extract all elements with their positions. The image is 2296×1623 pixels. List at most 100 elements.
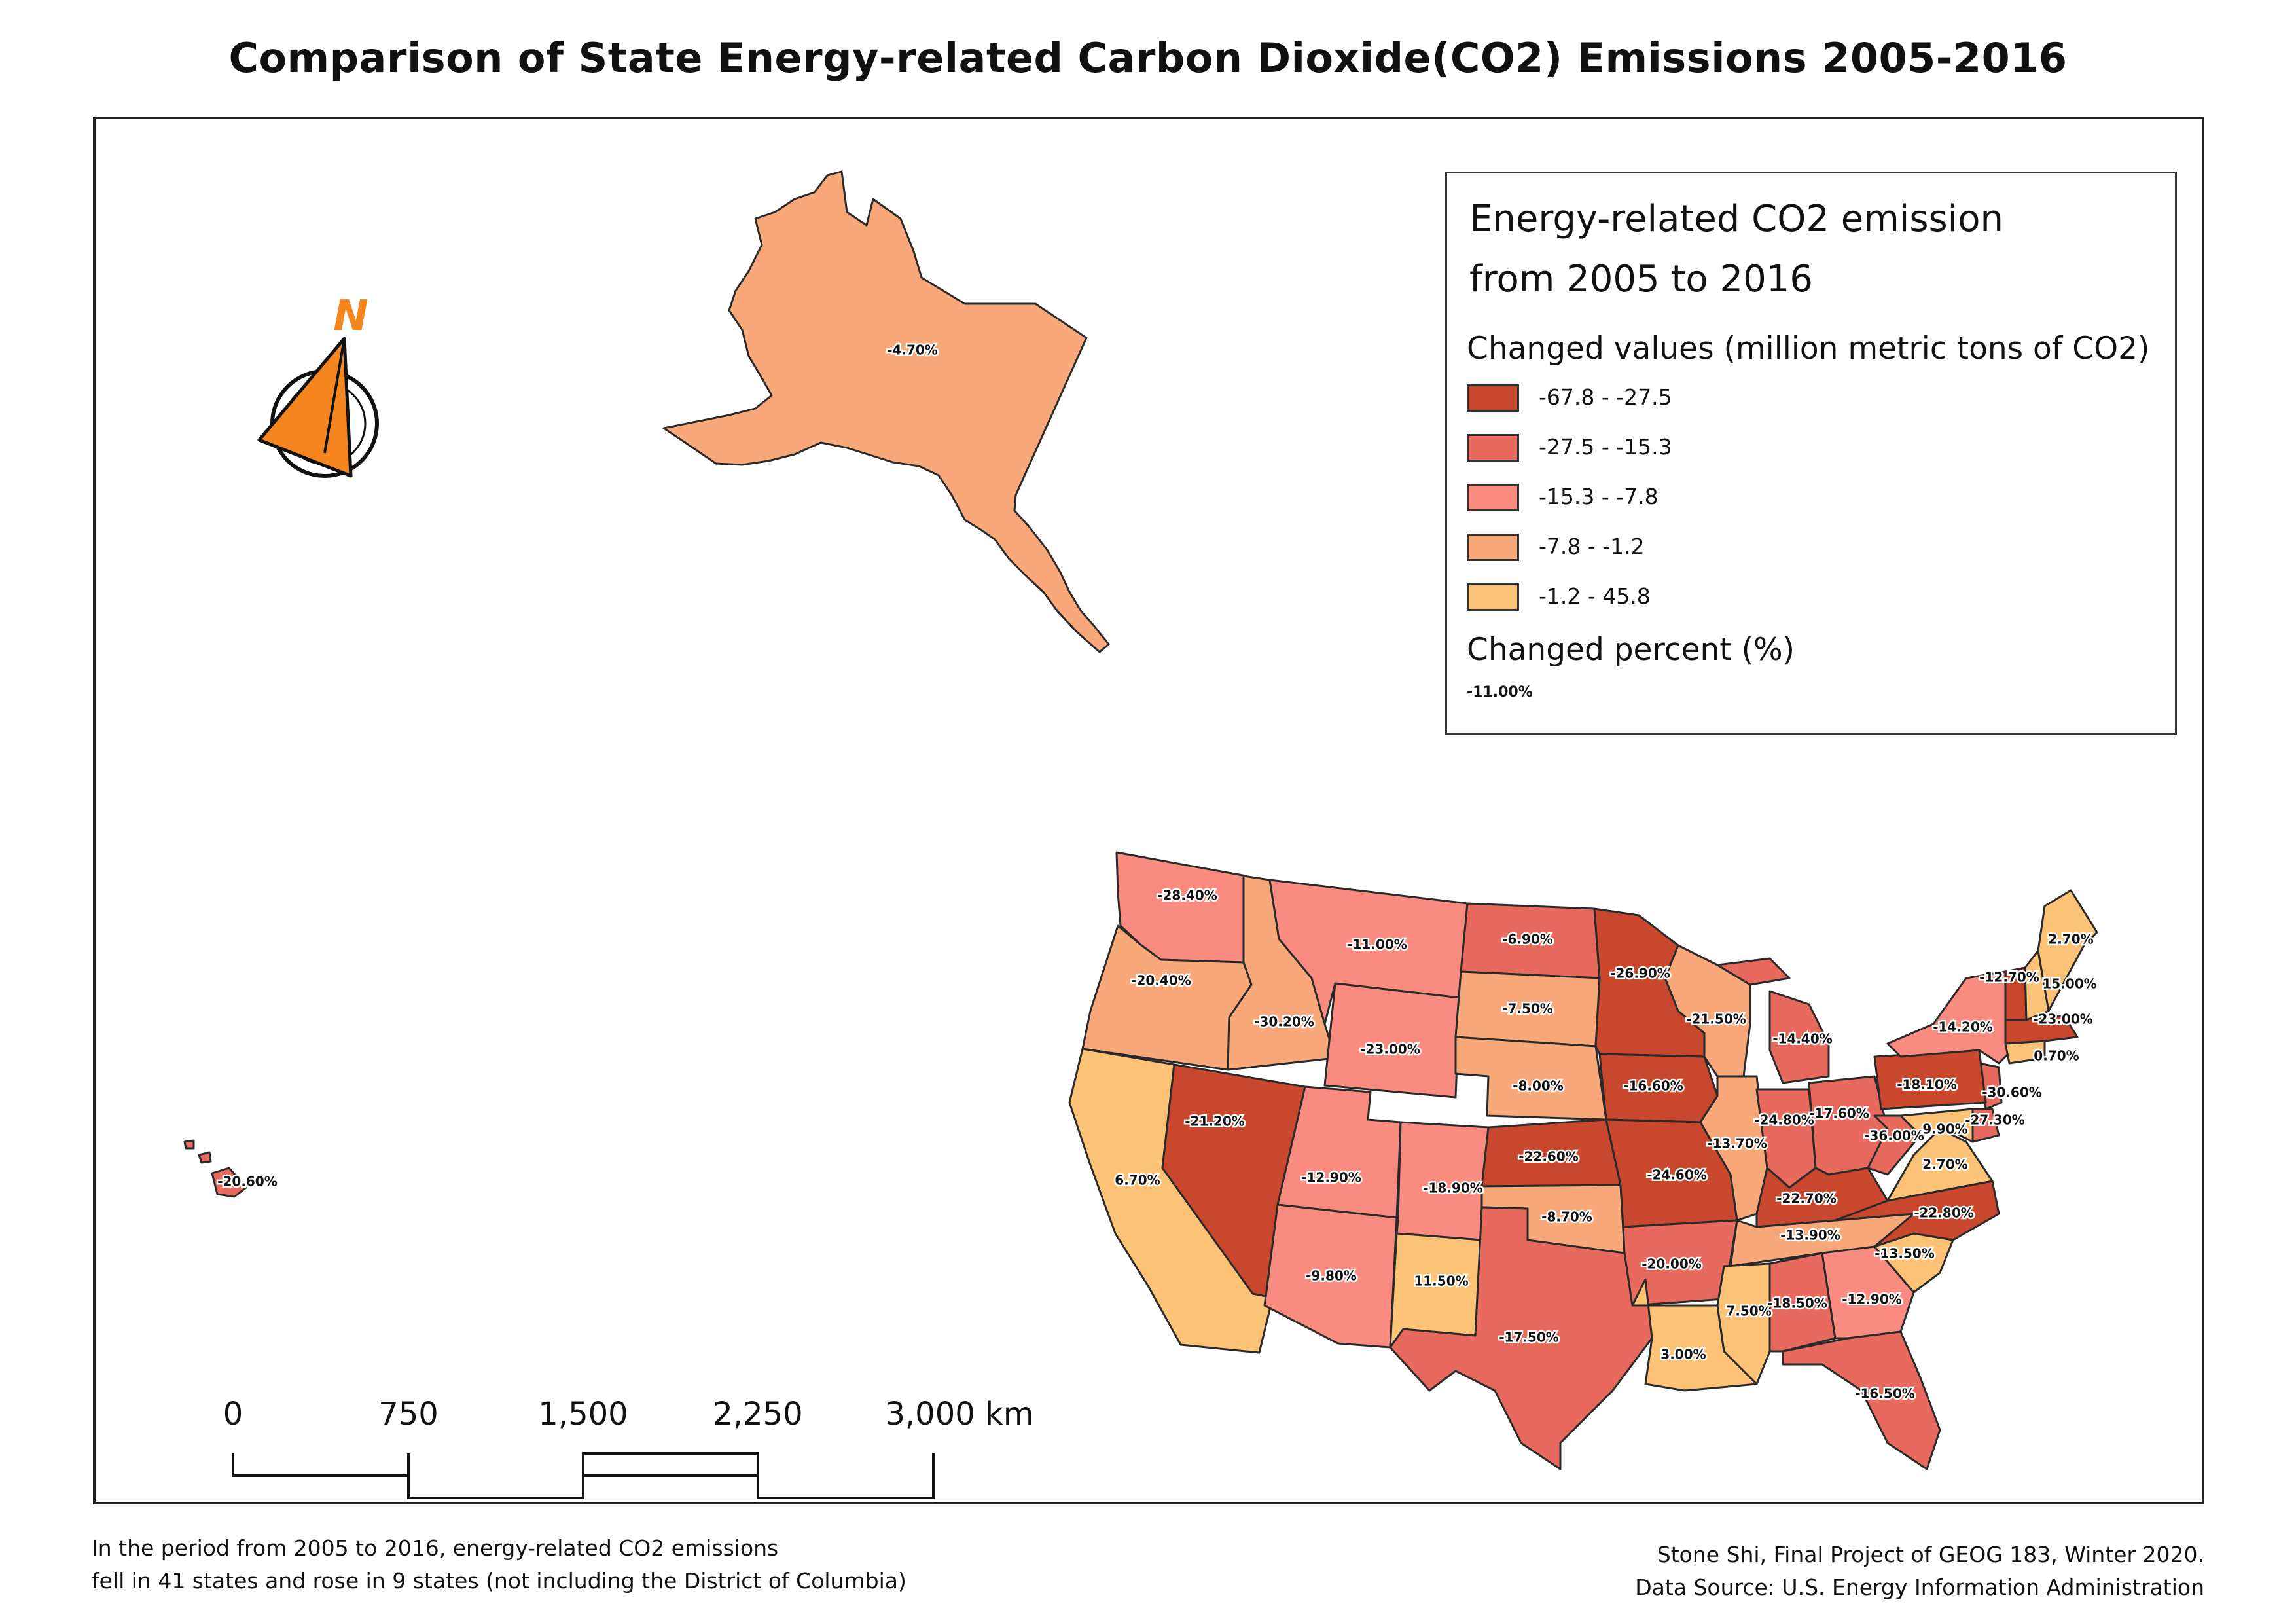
percent-label-oklahoma: -8.70% [1541, 1209, 1592, 1225]
percent-label-south-carolina: -13.50% [1874, 1246, 1935, 1262]
legend-item-label: -7.8 - -1.2 [1539, 534, 1645, 559]
credits: Stone Shi, Final Project of GEOG 183, Wi… [1635, 1539, 2204, 1604]
percent-label-colorado: -18.90% [1423, 1180, 1483, 1196]
scale-bar: 0 750 1,500 2,250 3,000 km [223, 1396, 1034, 1502]
percent-label-california: 6.70% [1115, 1173, 1160, 1188]
footer-note-line2: fell in 41 states and rose in 9 states (… [92, 1568, 906, 1594]
legend-item: -27.5 - -15.3 [1467, 431, 2161, 465]
state-arizona [1263, 1203, 1398, 1349]
legend-percent-title: Changed percent (%) [1467, 632, 1795, 668]
state-texas [1389, 1206, 1653, 1470]
percent-label-alaska: -4.70% [887, 342, 938, 358]
percent-label-arizona: -9.80% [1306, 1268, 1357, 1284]
percent-label-new-mexico: 11.50% [1414, 1273, 1468, 1289]
legend-item: -67.8 - -27.5 [1467, 382, 2161, 416]
percent-label-louisiana: 3.00% [1660, 1347, 1706, 1362]
percent-label-nebraska: -8.00% [1513, 1078, 1564, 1094]
percent-label-connecticut: 0.70% [2034, 1048, 2079, 1064]
legend-item: -1.2 - 45.8 [1467, 581, 2161, 615]
percent-label-texas: -17.50% [1499, 1330, 1559, 1345]
percent-label-illinois: -13.70% [1707, 1136, 1767, 1152]
percent-label-delaware: -27.30% [1965, 1112, 2025, 1128]
state-massachusetts [2004, 1015, 2079, 1045]
state-maryland [1899, 1108, 1974, 1143]
state-maine [2037, 889, 2098, 1012]
percent-label-hawaii: -20.60% [217, 1174, 278, 1190]
percent-label-pennsylvania: -18.10% [1897, 1077, 1957, 1093]
percent-label-minnesota: -26.90% [1610, 966, 1670, 981]
legend-item-label: -67.8 - -27.5 [1539, 384, 1672, 410]
credits-author: Stone Shi, Final Project of GEOG 183, Wi… [1657, 1542, 2204, 1567]
legend-swatch [1467, 434, 1519, 462]
footer-note: In the period from 2005 to 2016, energy-… [92, 1532, 906, 1597]
legend: Energy-related CO2 emission from 2005 to… [1445, 172, 2177, 735]
percent-label-south-dakota: -7.50% [1502, 1001, 1553, 1017]
scale-label: 3,000 km [885, 1396, 1034, 1432]
percent-label-north-carolina: -22.80% [1914, 1205, 1974, 1221]
legend-swatch [1467, 484, 1519, 511]
percent-label-west-virginia: -36.00% [1864, 1128, 1924, 1144]
map-title: Comparison of State Energy-related Carbo… [228, 34, 2068, 82]
percent-label-oregon: -20.40% [1131, 973, 1191, 989]
state-wyoming [1323, 982, 1461, 1099]
north-arrow: N [246, 289, 403, 512]
percent-label-wyoming: -23.00% [1360, 1042, 1420, 1057]
legend-item: -15.3 - -7.8 [1467, 481, 2161, 515]
percent-label-arkansas: -20.00% [1641, 1256, 1702, 1272]
percent-label-kansas: -22.60% [1518, 1149, 1579, 1165]
percent-label-maine: 2.70% [2048, 932, 2093, 947]
map-frame: -4.70% -20.60% -28.40% -20.40% 6.70% -21.20% -… [93, 117, 2204, 1504]
percent-label-utah: -12.90% [1301, 1170, 1361, 1186]
legend-swatch [1467, 384, 1519, 412]
percent-label-montana: -11.00% [1347, 937, 1407, 953]
percent-label-mississippi: 7.50% [1726, 1304, 1771, 1319]
percent-label-georgia: -12.90% [1842, 1292, 1902, 1307]
percent-label-washington: -28.40% [1157, 888, 1217, 903]
percent-label-wisconsin: -21.50% [1686, 1012, 1746, 1027]
percent-label-new-hampshire: 15.00% [2042, 976, 2096, 992]
state-alaska [662, 170, 1110, 653]
state-alabama [1768, 1252, 1837, 1353]
percent-label-new-jersey: -30.60% [1982, 1085, 2042, 1101]
percent-label-florida: -16.50% [1855, 1386, 1915, 1402]
north-letter: N [333, 292, 368, 340]
legend-item: -7.8 - -1.2 [1467, 531, 2161, 565]
map-canvas: -4.70% -20.60% -28.40% -20.40% 6.70% -21.20% -… [183, 170, 2098, 1470]
state-florida [1782, 1330, 1941, 1470]
percent-label-indiana: -24.80% [1754, 1112, 1814, 1128]
percent-label-idaho: -30.20% [1254, 1014, 1314, 1030]
percent-label-new-york: -14.20% [1933, 1019, 1993, 1035]
percent-label-michigan: -14.40% [1772, 1031, 1833, 1047]
percent-label-tennessee: -13.90% [1780, 1228, 1840, 1243]
scale-label: 1,500 [538, 1396, 628, 1432]
scale-label: 0 [223, 1396, 243, 1432]
percent-label-maryland: 9.90% [1922, 1122, 1967, 1137]
percent-label-ohio: -17.60% [1809, 1106, 1869, 1122]
scale-label: 2,250 [713, 1396, 803, 1432]
percent-label-alabama: -18.50% [1767, 1296, 1827, 1311]
legend-swatch [1467, 583, 1519, 611]
percent-label-nevada: -21.20% [1185, 1114, 1245, 1129]
legend-item-label: -1.2 - 45.8 [1539, 583, 1651, 609]
state-virginia [1886, 1127, 1994, 1202]
state-michigan [1716, 957, 1830, 1084]
legend-title-line1: Energy-related CO2 emission [1469, 198, 2003, 240]
state-arkansas [1622, 1219, 1738, 1307]
percent-label-north-dakota: -6.90% [1502, 932, 1553, 947]
percent-label-vermont: -12.70% [1979, 970, 2039, 985]
state-hawaii [183, 1139, 247, 1198]
legend-item-label: -15.3 - -7.8 [1539, 484, 1659, 509]
legend-item-label: -27.5 - -15.3 [1539, 434, 1672, 460]
legend-title-line2: from 2005 to 2016 [1469, 258, 1813, 301]
credits-source: Data Source: U.S. Energy Information Adm… [1635, 1575, 2204, 1600]
legend-subtitle: Changed values (million metric tons of C… [1467, 331, 2150, 367]
legend-swatch [1467, 534, 1519, 561]
scale-label: 750 [378, 1396, 439, 1432]
percent-label-massachusetts: -23.00% [2033, 1012, 2093, 1027]
percent-label-missouri: -24.60% [1647, 1167, 1707, 1183]
state-new-york [1886, 970, 2020, 1065]
percent-label-kentucky: -22.70% [1776, 1191, 1837, 1207]
legend-title: Energy-related CO2 emission from 2005 to… [1469, 189, 2157, 310]
percent-label-iowa: -16.60% [1623, 1078, 1683, 1094]
footer-note-line1: In the period from 2005 to 2016, energy-… [92, 1535, 779, 1561]
